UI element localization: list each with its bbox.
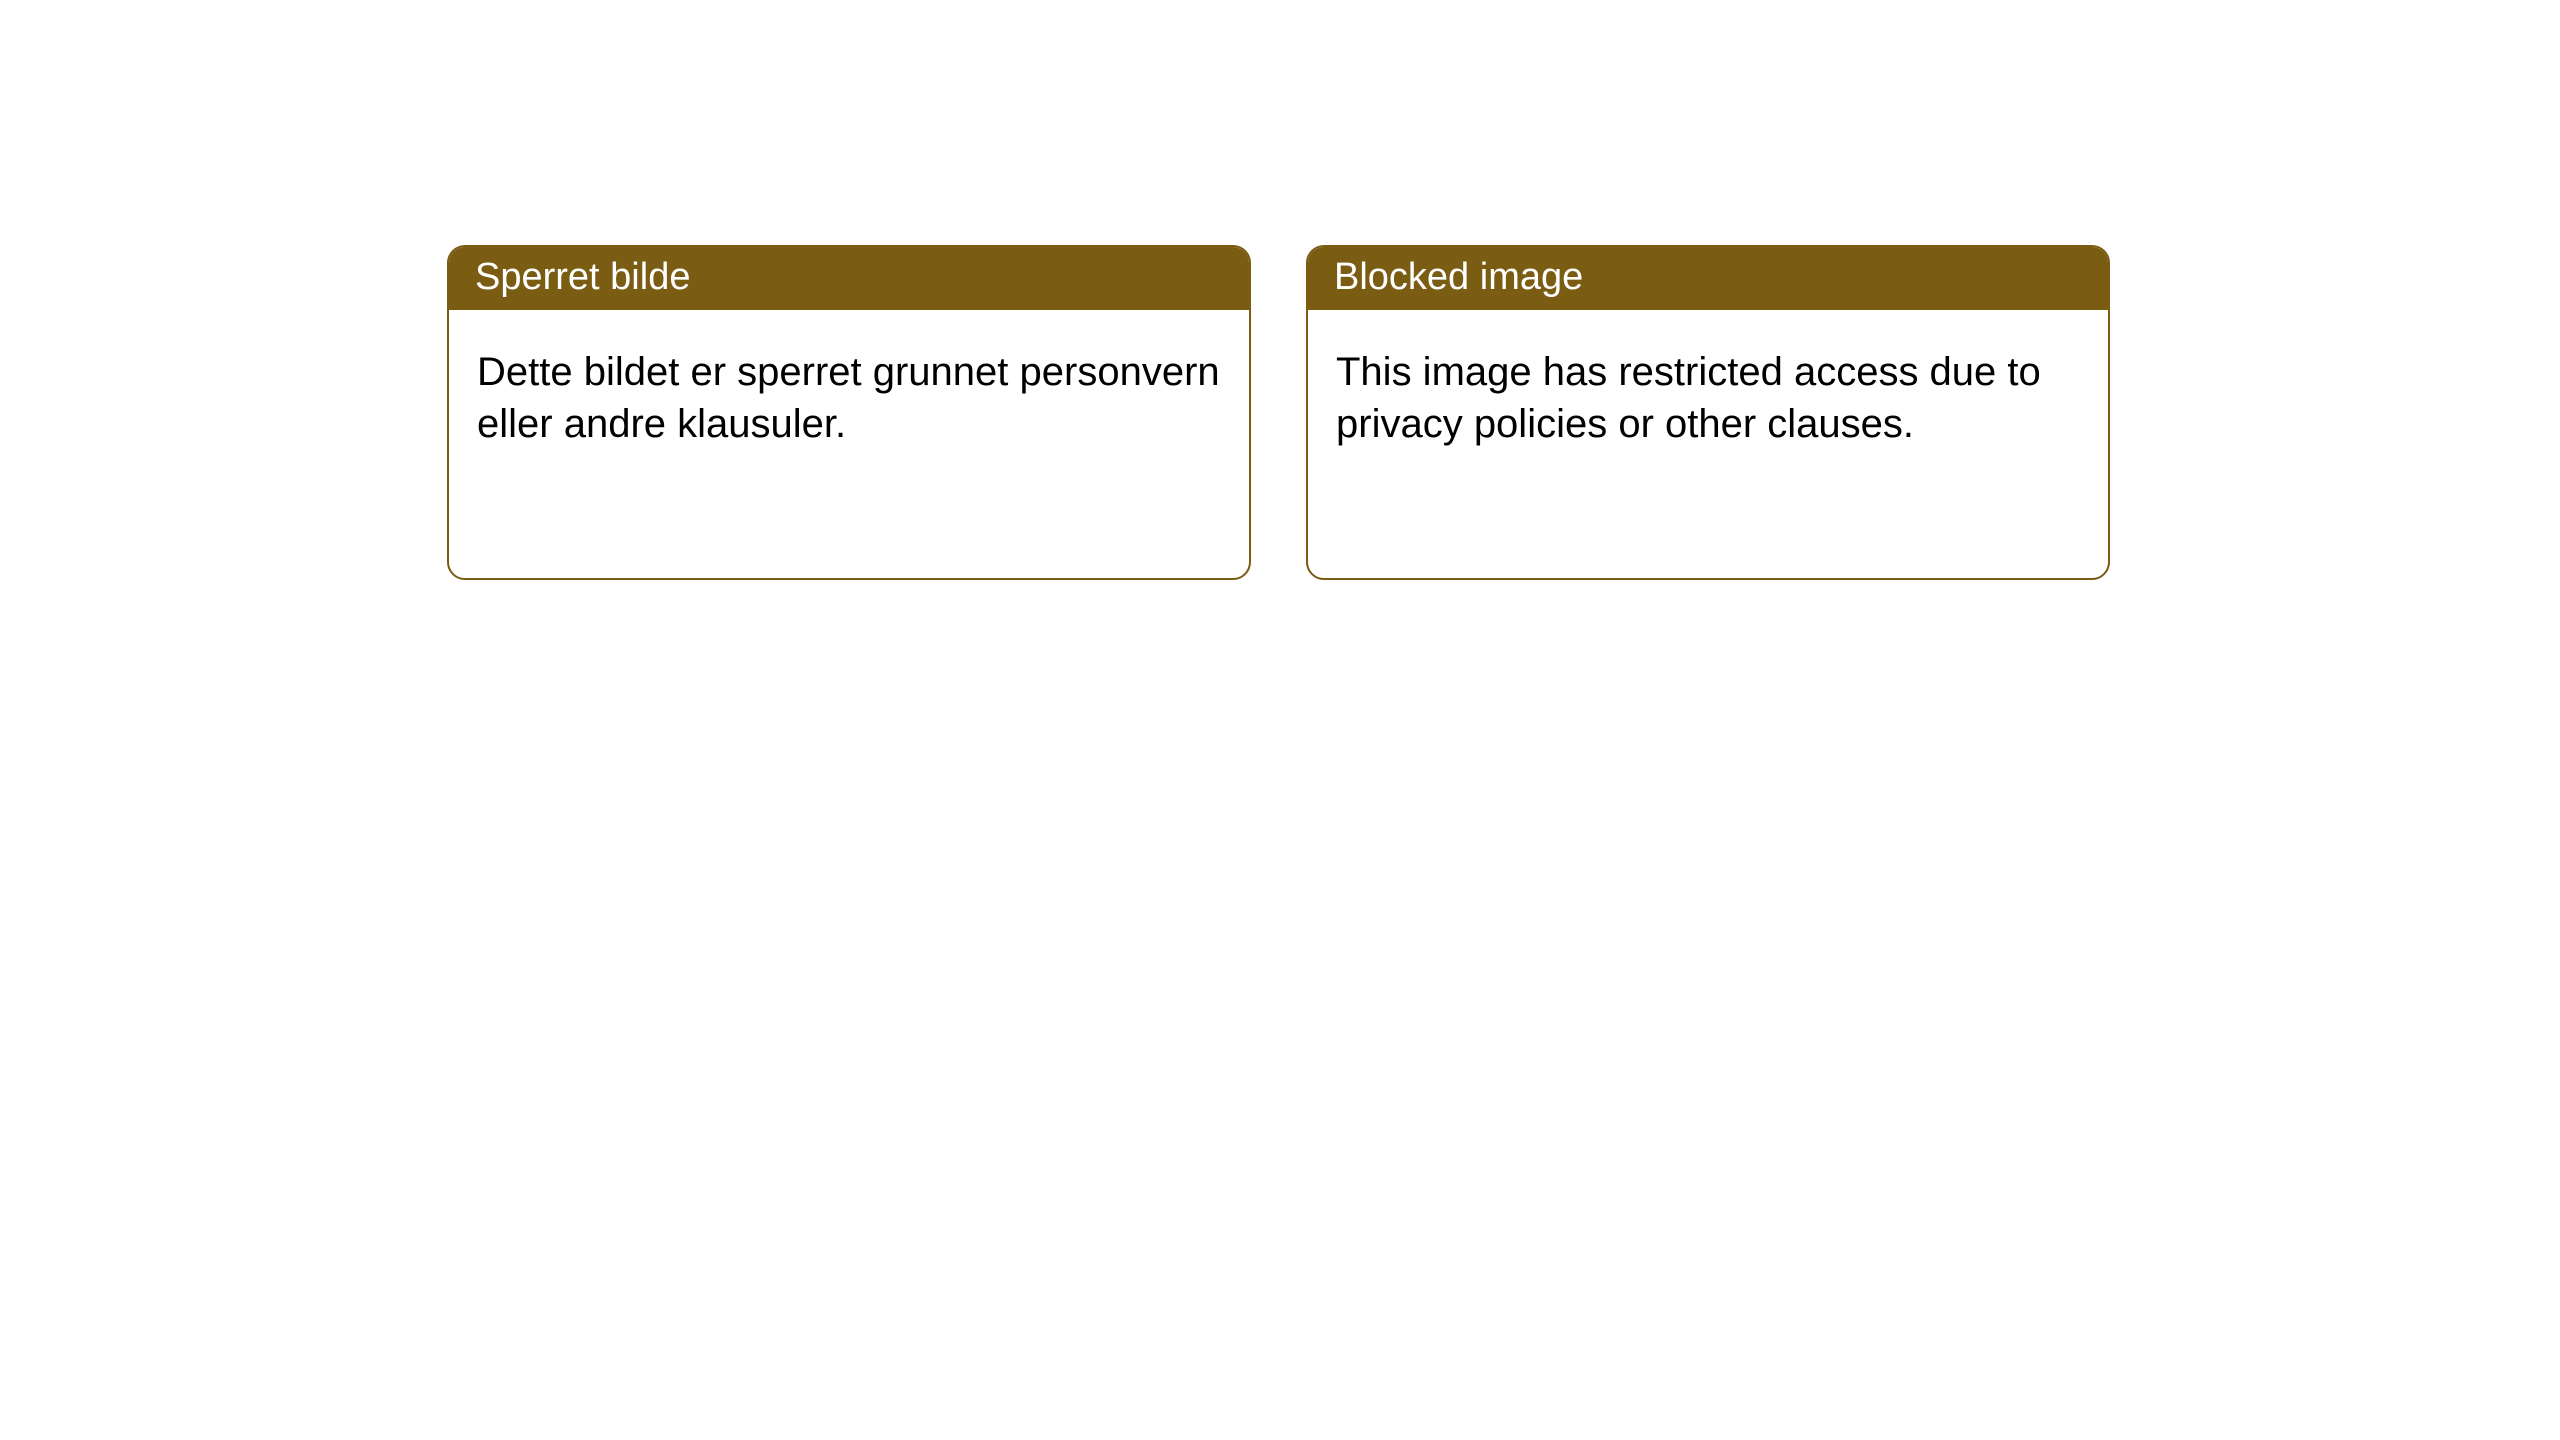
card-body-text: This image has restricted access due to … (1308, 310, 2108, 478)
card-body-text: Dette bildet er sperret grunnet personve… (449, 310, 1249, 478)
card-title: Sperret bilde (449, 247, 1249, 310)
card-title: Blocked image (1308, 247, 2108, 310)
blocked-image-card-en: Blocked image This image has restricted … (1306, 245, 2110, 580)
notice-container: Sperret bilde Dette bildet er sperret gr… (0, 0, 2560, 580)
blocked-image-card-no: Sperret bilde Dette bildet er sperret gr… (447, 245, 1251, 580)
